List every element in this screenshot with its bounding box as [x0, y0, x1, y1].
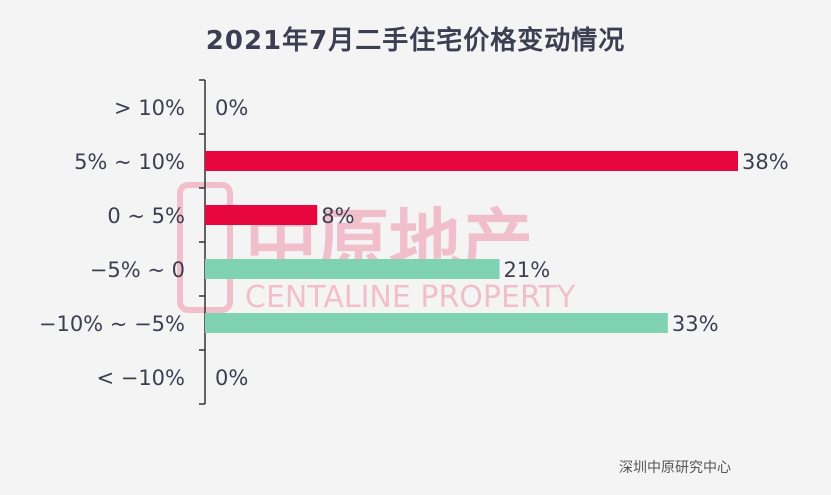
- value-label: 21%: [504, 258, 551, 282]
- value-label: 33%: [672, 312, 719, 336]
- category-label: < −10%: [96, 366, 185, 390]
- bars-group: 0% 38% 8% 21% 33% 0%: [205, 96, 789, 390]
- value-label: 38%: [742, 150, 789, 174]
- y-axis: > 10% 5% ~ 10% 0 ~ 5% −5% ~ 0 −10% ~ −5% < −1…: [39, 79, 206, 405]
- category-label: −10% ~ −5%: [39, 312, 185, 336]
- chart-title: 2021年7月二手住宅价格变动情况: [205, 26, 626, 56]
- value-label: 0%: [215, 366, 248, 390]
- value-label: 0%: [215, 96, 248, 120]
- watermark: 中原地产 CENTALINE PROPERTY: [177, 182, 576, 315]
- source-note: 深圳中原研究中心: [619, 460, 731, 476]
- category-label: −5% ~ 0: [90, 258, 185, 282]
- category-label: 5% ~ 10%: [74, 150, 185, 174]
- bar: [205, 259, 500, 279]
- category-label: > 10%: [114, 96, 185, 120]
- category-label: 0 ~ 5%: [107, 204, 185, 228]
- value-label: 8%: [321, 204, 354, 228]
- bar: [205, 151, 738, 171]
- bar: [205, 205, 318, 225]
- bar: [205, 313, 668, 333]
- watermark-en-text: CENTALINE PROPERTY: [245, 280, 576, 315]
